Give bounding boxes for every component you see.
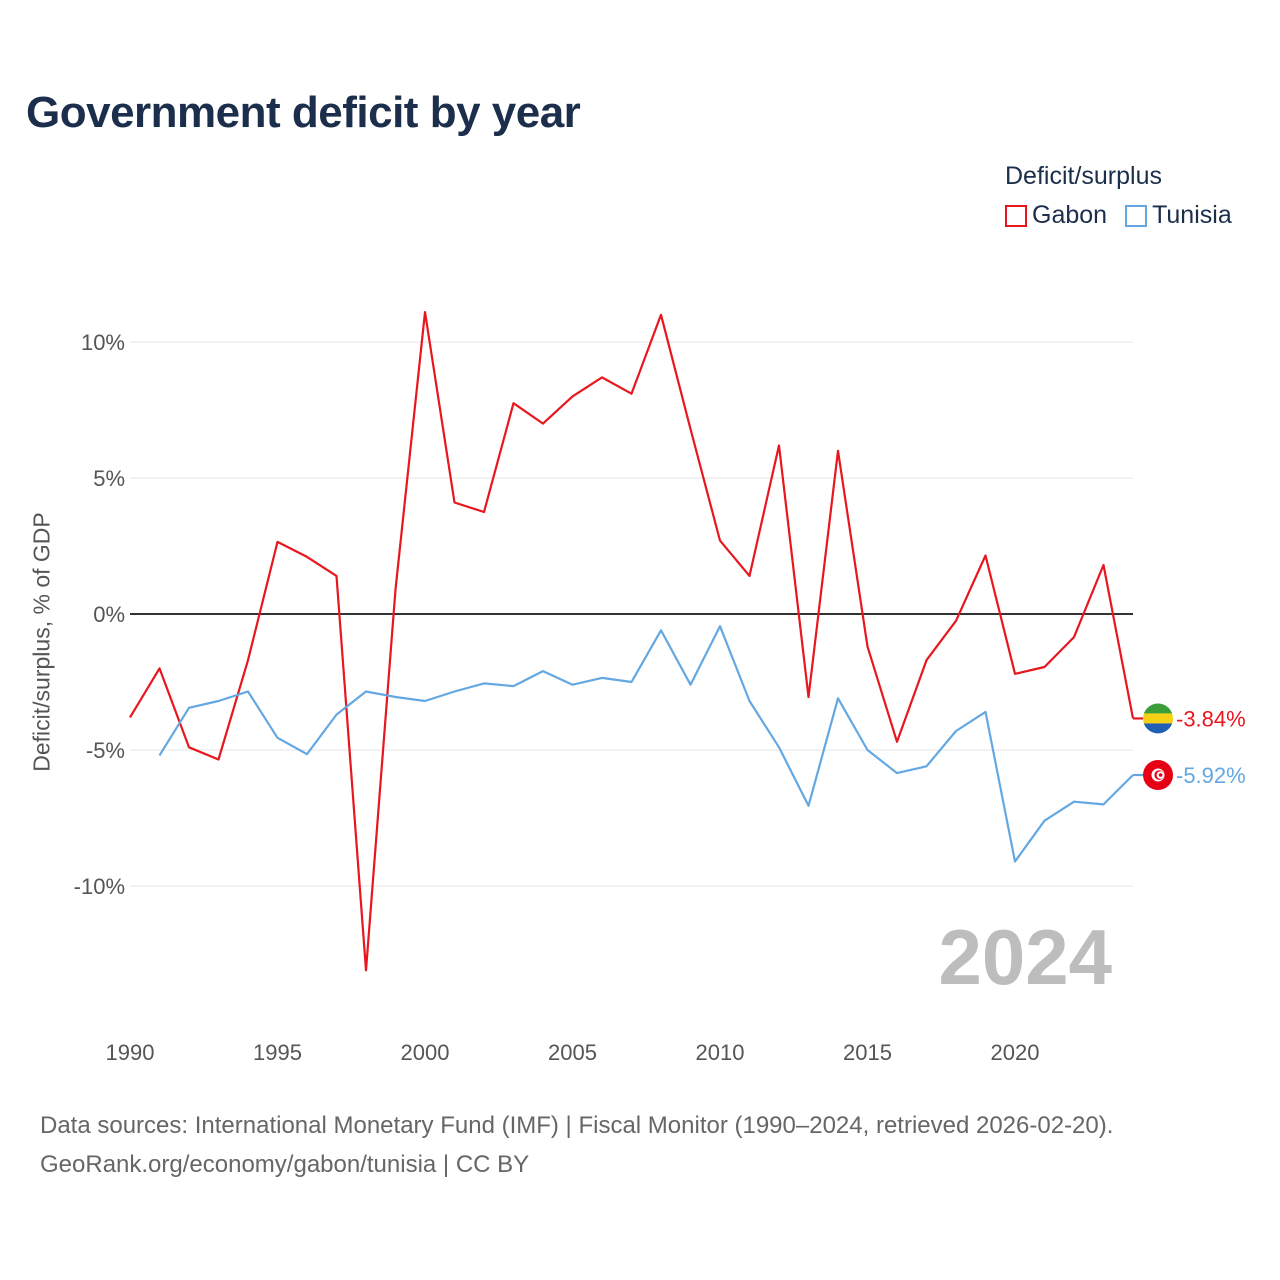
legend-label-tunisia: Tunisia (1152, 201, 1232, 229)
x-tick-label: 2015 (843, 1040, 892, 1065)
gabon-flag-stripe (1143, 723, 1173, 734)
y-tick-label: -5% (86, 738, 125, 763)
y-tick-label: 0% (93, 602, 125, 627)
x-tick-label: 2020 (991, 1040, 1040, 1065)
end-label-gabon: -3.84% (1176, 706, 1246, 731)
tunisia-flag-star (1158, 773, 1163, 777)
legend-item-tunisia[interactable]: Tunisia (1125, 201, 1232, 230)
chart-title: Government deficit by year (26, 88, 581, 137)
legend-swatch-gabon (1005, 204, 1027, 227)
current-year-watermark: 2024 (938, 913, 1112, 1001)
footer: Data sources: International Monetary Fun… (40, 1106, 1113, 1184)
y-tick-label: 10% (81, 330, 125, 355)
end-label-tunisia: -5.92% (1176, 763, 1246, 788)
x-tick-label: 1995 (253, 1040, 302, 1065)
gabon-flag-icon (1143, 703, 1173, 734)
footer-sources: Data sources: International Monetary Fun… (40, 1112, 1114, 1139)
x-tick-label: 2000 (401, 1040, 450, 1065)
legend: Deficit/surplus Gabon Tunisia (1005, 162, 1232, 230)
x-tick-label: 1990 (106, 1040, 155, 1065)
y-tick-label: -10% (74, 874, 125, 899)
x-tick-label: 2010 (696, 1040, 745, 1065)
legend-title: Deficit/surplus (1005, 162, 1162, 190)
x-tick-label: 2005 (548, 1040, 597, 1065)
series-line-gabon (129, 311, 1135, 972)
series-line-tunisia (158, 625, 1134, 863)
legend-item-gabon[interactable]: Gabon (1005, 201, 1107, 230)
footer-attribution[interactable]: GeoRank.org/economy/gabon/tunisia | CC B… (40, 1151, 530, 1178)
line-chart: 10% 5% 0% -5% -10% 1990 1995 2000 2005 2010 2015 20… (74, 311, 1246, 1065)
gabon-flag-stripe (1143, 703, 1173, 714)
legend-swatch-tunisia (1125, 204, 1148, 227)
gabon-flag-stripe (1143, 713, 1173, 724)
y-tick-label: 5% (93, 466, 125, 491)
legend-label-gabon: Gabon (1032, 201, 1108, 229)
legend-items: Gabon Tunisia (1005, 201, 1232, 230)
